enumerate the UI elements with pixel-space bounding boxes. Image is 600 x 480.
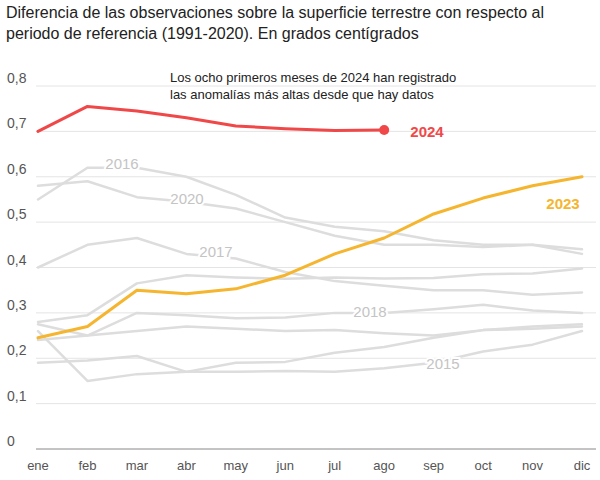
y-tick-label: 0,4: [7, 252, 27, 268]
y-tick-label: 0,3: [7, 297, 27, 313]
plot-area: [38, 106, 582, 381]
grid-line: [36, 176, 596, 177]
x-tick-label: ago: [373, 458, 395, 473]
x-tick-label: nov: [522, 458, 543, 473]
y-tick-label: 0,8: [7, 70, 27, 86]
series-line: [38, 106, 384, 131]
y-axis: [36, 86, 37, 449]
series-label: 2020: [170, 190, 203, 207]
grid-line: [36, 267, 596, 268]
x-tick-label: mar: [126, 458, 149, 473]
chart: 0 0,1 0,2 0,3 0,4 0,5 0,6 0,7 0,8 ene feb mar abr may…: [0, 0, 600, 480]
grid-line: [36, 403, 596, 404]
y-tick-label: 0,2: [7, 342, 27, 358]
x-tick-label: jul: [327, 458, 341, 473]
x-tick-label: may: [224, 458, 249, 473]
x-tick-label: abr: [177, 458, 196, 473]
series-label: 2017: [199, 243, 232, 260]
series-line: [38, 331, 582, 381]
x-tick-label: sep: [423, 458, 444, 473]
end-marker: [379, 125, 389, 135]
series-label: 2023: [546, 195, 579, 212]
series-line: [38, 177, 582, 338]
series-line: [38, 238, 582, 295]
baseline: [36, 449, 596, 450]
series-label: 2015: [426, 355, 459, 372]
y-tick-label: 0,1: [7, 388, 27, 404]
title: Diferencia de las observaciones sobre la…: [6, 2, 594, 44]
x-tick-label: dic: [574, 458, 591, 473]
grid-line: [36, 86, 596, 87]
x-tick-label: ene: [27, 458, 49, 473]
y-tick-label: 0: [7, 433, 15, 449]
grid-line: [36, 312, 596, 313]
x-tick-label: feb: [78, 458, 96, 473]
x-tick-label: oct: [474, 458, 492, 473]
series-label: 2016: [105, 155, 138, 172]
series-label: 2024: [410, 123, 444, 140]
x-tick-label: jun: [276, 458, 294, 473]
y-tick-label: 0,7: [7, 115, 27, 131]
y-tick-label: 0,5: [7, 206, 27, 222]
series-label: 2018: [353, 303, 386, 320]
y-tick-label: 0,6: [7, 161, 27, 177]
